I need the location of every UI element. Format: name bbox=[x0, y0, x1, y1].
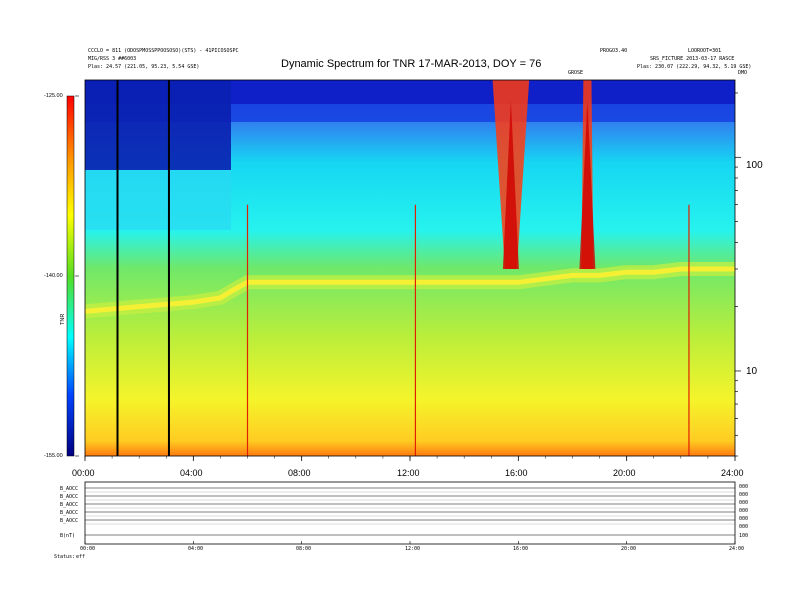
x-tick-2: 08:00 bbox=[288, 468, 311, 478]
lower-row-label-3: B_AOCC bbox=[60, 502, 79, 508]
header-left-line1: CCCLO = 811 (ODOSPMOSSPPOOSOSO)(STS) - 4… bbox=[88, 48, 239, 54]
header-right-line2: LOOROOT=301 bbox=[688, 48, 722, 54]
header-right-line1: PROGO3.40 bbox=[600, 48, 628, 54]
x-tick-4: 16:00 bbox=[505, 468, 528, 478]
header-right-small: DMO bbox=[738, 70, 748, 76]
x-tick-1: 04:00 bbox=[180, 468, 203, 478]
lower-panel-traces bbox=[84, 487, 736, 544]
y-right-tick-10: 10 bbox=[746, 366, 758, 377]
header-right-line4: Plas: 230.07 (222.29, 94.32, 5.19 GSE) bbox=[637, 64, 752, 70]
y-axis-right bbox=[735, 92, 741, 457]
lower-x-tick-5: 20:00 bbox=[621, 546, 637, 552]
lower-right-label-1: 000 bbox=[739, 484, 749, 490]
x-tick-6: 24:00 bbox=[721, 468, 744, 478]
colorbar-tick-bottom: -155.00 bbox=[44, 453, 63, 459]
y-right-tick-100: 100 bbox=[746, 160, 763, 171]
lower-right-label-2: 000 bbox=[739, 492, 749, 498]
x-axis bbox=[84, 456, 736, 461]
status-label: Status: bbox=[54, 554, 76, 560]
colorbar-tick-mid: -140.00 bbox=[44, 273, 63, 279]
lower-row-label-5: B_AOCC bbox=[60, 518, 79, 524]
x-tick-3: 12:00 bbox=[397, 468, 420, 478]
burst-core-2 bbox=[579, 100, 596, 270]
lower-x-tick-4: 16:00 bbox=[513, 546, 529, 552]
lower-x-tick-0: 00:00 bbox=[80, 546, 96, 552]
lower-right-label-6: 000 bbox=[739, 524, 749, 530]
colorbar bbox=[66, 95, 75, 457]
x-tick-0: 00:00 bbox=[72, 468, 95, 478]
header-right-line3: SRS_FICTURE 2013-03-17 RASCE bbox=[650, 56, 735, 62]
lower-row-label-2: B_AOCC bbox=[60, 494, 79, 500]
plasma-line bbox=[85, 266, 735, 314]
x-tick-5: 20:00 bbox=[613, 468, 636, 478]
header-mid-small: GROSE bbox=[568, 70, 584, 76]
lower-x-tick-1: 04:00 bbox=[188, 546, 204, 552]
colorbar-tick-top: -125.00 bbox=[44, 93, 63, 99]
lower-x-tick-6: 24:00 bbox=[729, 546, 745, 552]
status-value: eff bbox=[76, 554, 86, 560]
header-left-line3: Plas: 24.57 (221.05, 95.23, 5.54 GSE) bbox=[88, 64, 200, 70]
lower-right-label-4: 000 bbox=[739, 508, 749, 514]
lower-right-label-5: 000 bbox=[739, 516, 749, 522]
lower-x-tick-2: 08:00 bbox=[296, 546, 312, 552]
lower-row-label-1: B_AOCC bbox=[60, 486, 79, 492]
lower-row-label-6: B(nT) bbox=[60, 533, 76, 539]
lower-right-label-3: 000 bbox=[739, 500, 749, 506]
burst-core-1 bbox=[502, 100, 519, 270]
lower-right-label-7: 100 bbox=[739, 533, 749, 539]
lower-row-label-4: B_AOCC bbox=[60, 510, 79, 516]
header-left-line2: MIG/RSS 3 ##6003 bbox=[88, 56, 137, 62]
colorbar-label: TNR bbox=[60, 313, 66, 325]
lower-x-tick-3: 12:00 bbox=[405, 546, 421, 552]
chart-title: Dynamic Spectrum for TNR 17-MAR-2013, DO… bbox=[281, 58, 542, 70]
spectrogram bbox=[85, 80, 735, 456]
